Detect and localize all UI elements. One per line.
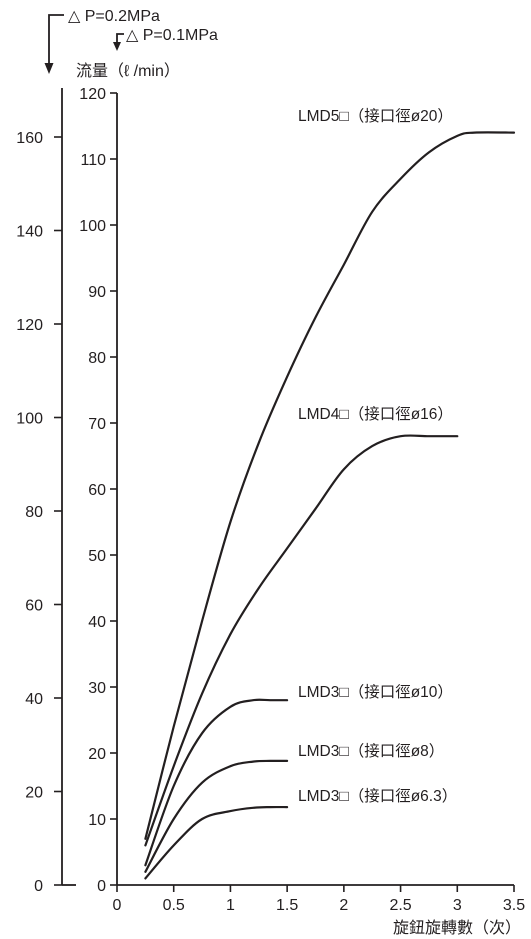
- series-line-0: [144, 131, 516, 840]
- series-line-1: [144, 434, 459, 847]
- pressure-label-0.2mpa: △ P=0.2MPa: [68, 8, 160, 25]
- series-labels: LMD5□（接口徑ø20） LMD4□（接口徑ø16） LMD3□（接口徑ø10） L…: [298, 107, 457, 805]
- main-y-tick-label: 100: [79, 218, 106, 235]
- series-label-3: LMD3□（接口徑ø8）: [298, 742, 444, 760]
- x-tick-label: 0: [113, 897, 122, 914]
- left-y-axis: 0 20 40 60 80 100 120 140 160: [16, 88, 76, 895]
- left-y-tick-label: 20: [25, 785, 43, 802]
- x-tick-label: 1.5: [276, 897, 298, 914]
- series-label-1: LMD4□（接口徑ø16）: [298, 405, 453, 423]
- x-tick-label: 2: [339, 897, 348, 914]
- series-line-3: [144, 759, 289, 873]
- main-y-tick-label: 20: [88, 746, 106, 763]
- left-y-tick-label: 100: [16, 411, 43, 428]
- x-tick-label: 3: [453, 897, 462, 914]
- x-tick-label: 0.5: [163, 897, 185, 914]
- left-y-axis-ticks: 0 20 40 60 80 100 120 140 160: [16, 130, 76, 895]
- main-y-tick-label: 40: [88, 614, 106, 631]
- main-y-axis: 0 10 20 30 40 50 60 70 80 90 100 110 120: [79, 86, 118, 895]
- series-curves: [144, 131, 516, 880]
- left-y-tick-label: 140: [16, 224, 43, 241]
- main-y-tick-label: 30: [88, 680, 106, 697]
- series-line-2: [144, 698, 289, 867]
- main-y-tick-label: 50: [88, 548, 106, 565]
- series-line-4: [144, 805, 289, 880]
- main-y-tick-label: 60: [88, 482, 106, 499]
- main-y-tick-label: 70: [88, 416, 106, 433]
- left-y-tick-label: 0: [34, 878, 43, 895]
- x-tick-label: 2.5: [389, 897, 411, 914]
- main-y-tick-label: 110: [80, 152, 106, 169]
- main-y-tick-label: 0: [97, 878, 106, 895]
- arrowhead-icon-0.2mpa: [44, 63, 54, 74]
- x-axis: 0 0.5 1 1.5 2 2.5 3 3.5 旋鈕旋轉數（次）: [113, 884, 525, 937]
- x-tick-label: 1: [226, 897, 235, 914]
- main-y-axis-ticks: 0 10 20 30 40 50 60 70 80 90 100 110 120: [79, 86, 117, 895]
- main-y-tick-label: 80: [88, 350, 106, 367]
- pressure-label-0.1mpa: △ P=0.1MPa: [126, 27, 218, 44]
- left-y-tick-label: 40: [25, 691, 43, 708]
- arrowhead-icon-0.1mpa: [113, 42, 121, 51]
- left-y-tick-label: 160: [16, 130, 43, 147]
- pressure-legend: △ P=0.2MPa △ P=0.1MPa: [44, 8, 218, 74]
- arrow-icon-0.1mpa: [116, 33, 124, 44]
- x-axis-label: 旋鈕旋轉數（次）: [393, 919, 521, 937]
- series-label-0: LMD5□（接口徑ø20）: [298, 107, 453, 125]
- main-y-tick-label: 120: [79, 86, 106, 103]
- series-label-2: LMD3□（接口徑ø10）: [298, 683, 453, 701]
- left-y-tick-label: 120: [16, 317, 43, 334]
- y-axis-label: 流量（ℓ /min）: [76, 62, 180, 80]
- arrow-icon-0.2mpa: [48, 14, 64, 66]
- left-y-tick-label: 60: [25, 598, 43, 615]
- main-y-tick-label: 10: [88, 812, 106, 829]
- x-tick-label: 3.5: [503, 897, 525, 914]
- main-y-tick-label: 90: [88, 284, 106, 301]
- left-y-tick-label: 80: [25, 504, 43, 521]
- series-label-4: LMD3□（接口徑ø6.3）: [298, 787, 457, 805]
- x-axis-ticks: 0 0.5 1 1.5 2 2.5 3 3.5: [113, 885, 525, 914]
